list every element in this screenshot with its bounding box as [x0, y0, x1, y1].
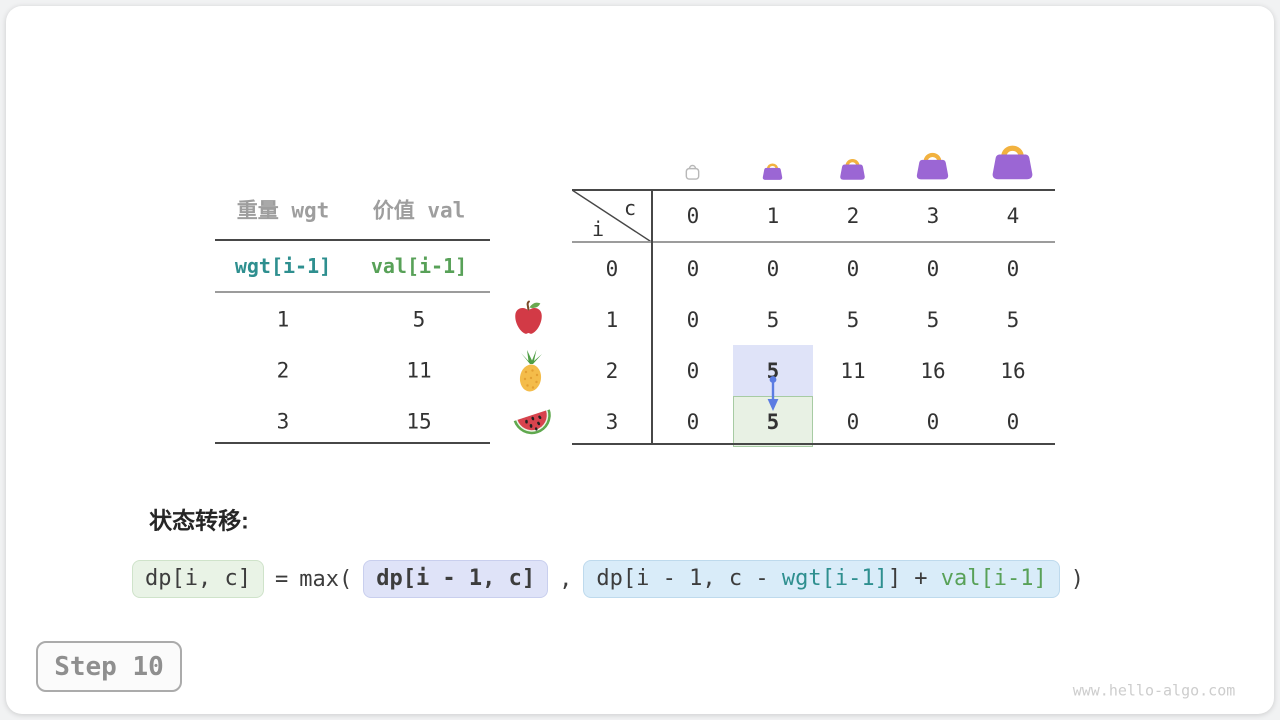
item-1-weight: 1 — [276, 307, 290, 332]
dp-cell-1-1: 5 — [766, 307, 780, 332]
apple-icon — [515, 300, 542, 334]
dp-cell-2-2: 11 — [840, 358, 866, 383]
formula-arg2-mid: ] + — [887, 566, 941, 591]
state-transition-label: 状态转移: — [149, 507, 249, 534]
item-2-weight: 2 — [276, 358, 290, 383]
item-1-value: 5 — [412, 307, 426, 332]
step-label: Step 10 — [54, 651, 164, 682]
formula-arg2: dp[i - 1, c - wgt[i-1]] + val[i-1] — [583, 560, 1060, 598]
formula-arg2-val: val[i-1] — [940, 566, 1047, 591]
dp-cell-3-2: 0 — [846, 409, 860, 434]
dp-col-header: 4 — [1006, 204, 1020, 228]
corner-col-var: c — [623, 196, 637, 220]
formula-close-paren: ) — [1070, 566, 1085, 592]
dp-cell-2-3: 16 — [920, 358, 946, 383]
dp-cell-1-4: 5 — [1006, 307, 1020, 332]
dp-cell-2-0: 0 — [686, 358, 700, 383]
dp-row-header: 1 — [605, 307, 619, 332]
watermark: www.hello-algo.com — [1072, 681, 1236, 700]
dp-cell-0-2: 0 — [846, 256, 860, 281]
dp-table-vertical-rule — [651, 189, 653, 445]
dp-row-header: 2 — [605, 358, 619, 383]
bag-icon-large — [916, 152, 949, 180]
dp-row-headers: 0 1 2 3 — [572, 243, 652, 447]
dp-grid: 0 0 0 0 0 0 5 5 5 5 0 5 11 16 16 0 5 0 0… — [653, 243, 1053, 447]
corner-diagonal-icon — [572, 190, 653, 243]
formula-max-open: max( — [299, 566, 353, 592]
dp-cell-0-0: 0 — [686, 256, 700, 281]
dp-cell-2-4: 16 — [1000, 358, 1026, 383]
dp-cell-0-3: 0 — [926, 256, 940, 281]
dp-table-bottom-rule — [572, 443, 1055, 445]
formula-arg2-wgt: wgt[i-1] — [781, 566, 888, 591]
dp-row-header: 3 — [605, 409, 619, 434]
dp-cell-1-2: 5 — [846, 307, 860, 332]
formula-lhs: dp[i, c] — [132, 560, 264, 598]
formula-arg2-pre: dp[i - 1, c - — [596, 566, 782, 591]
item-2-value: 11 — [406, 358, 432, 383]
dp-cell-1-0: 0 — [686, 307, 700, 332]
item-3-weight: 3 — [276, 409, 290, 434]
watermelon-icon — [513, 409, 551, 435]
dp-col-headers: 0 1 2 3 4 — [653, 190, 1053, 242]
dp-col-header: 1 — [766, 204, 780, 228]
dp-table-header-rule — [572, 241, 1055, 243]
dp-cell-1-3: 5 — [926, 307, 940, 332]
items-table-mid-rule — [215, 291, 490, 293]
items-index-wgt: wgt[i-1] — [234, 254, 332, 278]
items-index-val: val[i-1] — [370, 254, 468, 278]
formula-comma: , — [559, 566, 573, 592]
items-header-weight: 重量 wgt — [236, 198, 330, 223]
dp-cell-3-3: 0 — [926, 409, 940, 434]
dp-cell-0-4: 0 — [1006, 256, 1020, 281]
items-table-bottom-rule — [215, 442, 490, 444]
dp-cell-0-1: 0 — [766, 256, 780, 281]
dp-table-top-rule — [572, 189, 1055, 191]
formula-equals: = — [274, 566, 289, 592]
corner-row-var: i — [591, 217, 605, 241]
step-badge: Step 10 — [36, 641, 182, 692]
item-3-value: 15 — [406, 409, 432, 434]
empty-bag-icon — [685, 164, 700, 180]
dp-cell-3-4: 0 — [1006, 409, 1020, 434]
items-table-top-rule — [215, 239, 490, 241]
state-transition-formula: dp[i, c] = max( dp[i - 1, c] , dp[i - 1,… — [132, 560, 1084, 598]
bag-icon-xlarge — [992, 145, 1033, 180]
dp-col-header: 0 — [686, 204, 700, 228]
transition-arrow-icon — [767, 376, 779, 411]
items-header-value: 价值 val — [372, 198, 466, 223]
pineapple-icon — [519, 349, 542, 392]
dp-row-header: 0 — [605, 256, 619, 281]
dp-col-header: 3 — [926, 204, 940, 228]
bag-icon-small — [762, 163, 783, 180]
formula-arg1: dp[i - 1, c] — [363, 560, 549, 598]
dp-cell-3-0: 0 — [686, 409, 700, 434]
bag-icon-medium — [840, 159, 865, 180]
dp-col-header: 2 — [846, 204, 860, 228]
